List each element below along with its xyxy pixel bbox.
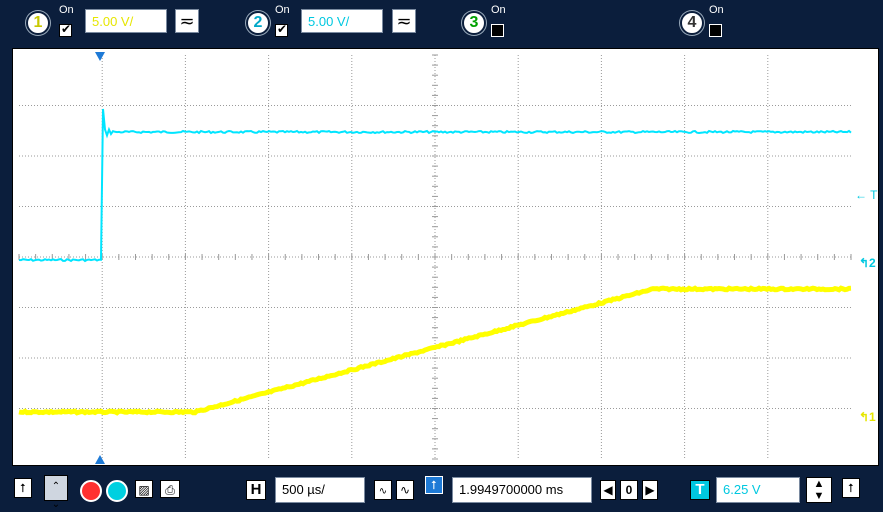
horizontal-button[interactable]: H <box>246 480 266 500</box>
channel-2-coupling-button[interactable]: ≂ <box>392 9 416 33</box>
channel-3-on-checkbox[interactable] <box>491 24 504 37</box>
waveform-mode-alt-button[interactable]: ∿ <box>396 480 414 500</box>
trigger-slope-button[interactable]: ⭡ <box>842 478 860 498</box>
trigger-level-spinner[interactable]: ▲ ▼ <box>806 477 832 503</box>
delay-reference-button[interactable]: ⭡ <box>425 476 443 494</box>
channel-4-on-checkbox[interactable] <box>709 24 722 37</box>
channel-4-on-label: On <box>709 4 724 16</box>
trigger-position-marker-top[interactable] <box>95 52 105 61</box>
spinner-arrows-icon: ▲ ▼ <box>813 478 825 502</box>
coupling-icon: ≂ <box>179 11 195 31</box>
delay-right-button[interactable]: ▶ <box>642 480 658 500</box>
coupling-icon: ≂ <box>396 11 412 31</box>
delay-field[interactable]: 1.9949700000 ms <box>452 477 592 503</box>
image-icon: ▨ <box>138 483 150 497</box>
triangle-left-icon: ◀ <box>603 483 613 497</box>
channel-1-waveform <box>18 285 852 416</box>
trigger-button[interactable]: T <box>690 480 710 500</box>
trigger-level-field[interactable]: 6.25 V <box>716 477 800 503</box>
horizontal-toolbar: ⭡ ⌃ ⌄ ▨ ⎙ H 500 µs/ ∿ ∿ ⭡ 1.9949700000 ms… <box>0 470 883 510</box>
wave-icon: ∿ <box>399 483 411 497</box>
channel-1-on-label: On <box>59 4 74 16</box>
trigger-level-marker[interactable]: ← T <box>855 188 878 202</box>
channel-1-on-checkbox[interactable]: ✔ <box>59 22 72 37</box>
channel-color-button[interactable] <box>106 480 128 502</box>
print-button[interactable]: ⎙ <box>160 480 180 498</box>
arrow-up-icon: ⭡ <box>20 481 26 495</box>
printer-icon: ⎙ <box>165 483 175 497</box>
channel-1-reference-marker[interactable]: ↰1 <box>859 410 876 424</box>
oscilloscope-display[interactable]: ← T ↰2 ↰1 <box>12 48 879 466</box>
checkmark-icon: ✔ <box>277 22 288 36</box>
trigger-position-marker-bottom[interactable] <box>95 455 105 464</box>
double-chevron-icon: ⌃ ⌄ <box>51 481 61 510</box>
channel-3-button[interactable]: 3 <box>462 11 486 35</box>
channel-1-button[interactable]: 1 <box>26 11 50 35</box>
channel-3-on-label: On <box>491 4 506 16</box>
channel-2-volts-field[interactable]: 5.00 V/ <box>301 9 383 33</box>
arrow-up-icon: ⭡ <box>848 481 854 495</box>
snapshot-button[interactable]: ▨ <box>135 480 153 498</box>
scroll-up-button[interactable]: ⭡ <box>14 478 32 498</box>
record-button[interactable] <box>80 480 102 502</box>
arrow-up-icon: ⭡ <box>431 478 437 492</box>
triangle-right-icon: ▶ <box>645 483 655 497</box>
delay-zero-button[interactable]: 0 <box>620 480 638 500</box>
channel-2-on-label: On <box>275 4 290 16</box>
channel-1-volts-field[interactable]: 5.00 V/ <box>85 9 167 33</box>
channel-1-coupling-button[interactable]: ≂ <box>175 9 199 33</box>
channel-toolbar: 1 On ✔ 5.00 V/ ≂ 2 On ✔ 5.00 V/ ≂ 3 On 4… <box>0 0 883 48</box>
wave-small-icon: ∿ <box>378 486 388 497</box>
timebase-field[interactable]: 500 µs/ <box>275 477 365 503</box>
expand-button[interactable]: ⌃ ⌄ <box>44 475 68 510</box>
channel-4-button[interactable]: 4 <box>680 11 704 35</box>
channel-2-on-checkbox[interactable]: ✔ <box>275 22 288 37</box>
graticule <box>18 54 852 460</box>
checkmark-icon: ✔ <box>61 22 72 36</box>
waveform-plot: ← T ↰2 ↰1 <box>18 52 878 464</box>
waveform-mode-button[interactable]: ∿ <box>374 480 392 500</box>
channel-2-button[interactable]: 2 <box>246 11 270 35</box>
channel-2-reference-marker[interactable]: ↰2 <box>859 256 876 270</box>
channel-2-waveform <box>18 108 852 263</box>
delay-left-button[interactable]: ◀ <box>600 480 616 500</box>
